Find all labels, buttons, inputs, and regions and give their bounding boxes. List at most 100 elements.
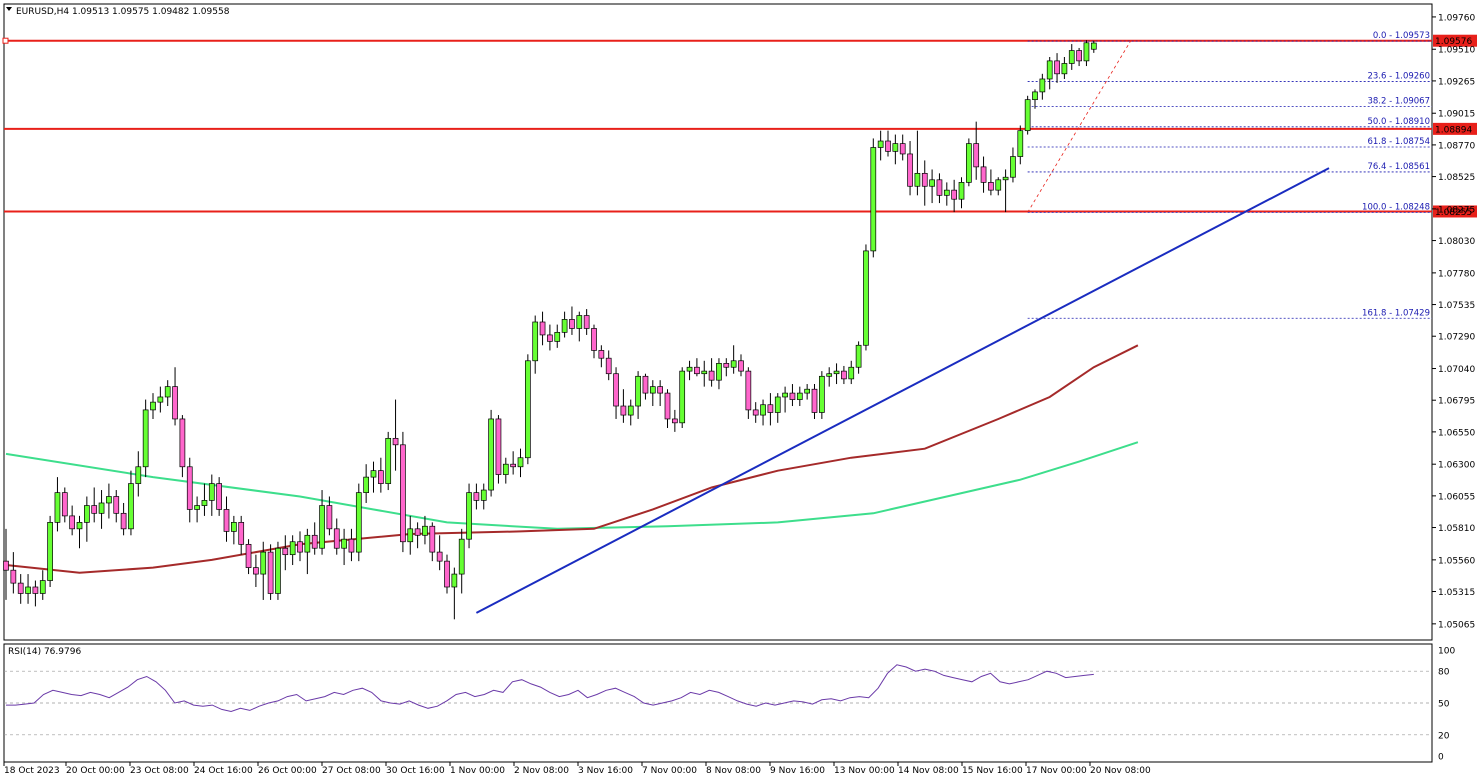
candle-body xyxy=(914,172,921,187)
candle xyxy=(32,580,39,607)
candle-body xyxy=(502,463,509,475)
candle xyxy=(679,367,686,428)
candle xyxy=(1032,89,1038,109)
candle xyxy=(885,130,891,157)
candle-body xyxy=(951,189,958,200)
candle-body xyxy=(297,541,303,553)
candle-body xyxy=(804,388,811,394)
candle-body xyxy=(627,405,634,416)
candle xyxy=(319,490,325,555)
level-price-tag xyxy=(1433,205,1477,218)
price-tick-label: 1.05810 xyxy=(1438,524,1475,534)
candle xyxy=(436,535,443,571)
time-tick-label: 3 Nov 16:00 xyxy=(578,766,633,776)
candle xyxy=(995,177,1002,196)
candle xyxy=(965,138,972,187)
candle xyxy=(1002,169,1009,213)
candle-body xyxy=(885,140,891,152)
candle-body xyxy=(863,250,869,346)
candle-body xyxy=(988,182,994,191)
candle-body xyxy=(1039,78,1046,93)
candle-body xyxy=(76,522,83,530)
candle-body xyxy=(194,505,200,510)
candle-body xyxy=(414,528,421,536)
candle xyxy=(267,544,274,600)
candle-body xyxy=(833,370,840,375)
candle-body xyxy=(304,534,311,553)
candle xyxy=(943,182,950,206)
candle xyxy=(201,483,208,516)
candle-body xyxy=(730,360,737,368)
candle-body xyxy=(47,522,53,581)
candle-body xyxy=(275,547,281,594)
time-tick-label: 18 Oct 2023 xyxy=(4,766,60,776)
candle xyxy=(260,541,267,600)
candle xyxy=(804,384,811,400)
candle-body xyxy=(91,505,98,514)
candle-body xyxy=(253,567,259,575)
price-tick-label: 1.05065 xyxy=(1438,620,1475,630)
candle-body xyxy=(83,505,90,523)
candle-body xyxy=(466,492,472,540)
candle xyxy=(1076,47,1082,67)
candle xyxy=(311,522,318,555)
candle xyxy=(3,528,9,600)
candle xyxy=(635,371,641,419)
candle xyxy=(973,121,980,180)
candle-body xyxy=(576,315,583,329)
horizontal-levels: 1.09576 1.08894 1.08255 xyxy=(2,34,1477,218)
level-price-tag xyxy=(1433,34,1477,47)
candle xyxy=(76,515,83,549)
candle xyxy=(833,363,840,385)
candle xyxy=(17,574,24,604)
candle-body xyxy=(319,505,325,549)
candle xyxy=(855,341,862,374)
candle-body xyxy=(39,580,46,594)
candle xyxy=(341,528,347,566)
candle xyxy=(194,496,200,523)
candle xyxy=(363,464,369,503)
candle-body xyxy=(69,515,76,530)
candle xyxy=(782,386,788,413)
candle-body xyxy=(363,476,369,493)
candle-body xyxy=(444,560,450,588)
candle xyxy=(760,399,766,426)
candle-body xyxy=(591,328,597,351)
candle xyxy=(458,528,465,594)
candle-body xyxy=(238,522,245,545)
candle xyxy=(569,306,575,335)
candle xyxy=(1010,147,1016,183)
candle xyxy=(988,169,994,196)
level-price-label: 1.09576 xyxy=(1435,37,1472,47)
candle-body xyxy=(738,360,744,372)
candle xyxy=(400,431,406,553)
candle-body xyxy=(333,528,340,549)
candle xyxy=(407,515,414,555)
candle xyxy=(378,457,384,493)
candle-body xyxy=(150,401,156,411)
candle xyxy=(216,477,222,516)
level-anchor-marker xyxy=(2,37,9,44)
price-tick-label: 1.08030 xyxy=(1438,237,1475,247)
candle-body xyxy=(164,386,171,398)
candle-body xyxy=(1046,60,1053,80)
candle xyxy=(1054,53,1060,83)
candle xyxy=(716,358,722,390)
level-price-label: 1.08255 xyxy=(1435,208,1472,218)
rsi-level-label: 50 xyxy=(1438,700,1450,710)
level-price-tag xyxy=(1433,122,1477,135)
candle xyxy=(348,528,355,562)
candle-body xyxy=(958,182,965,200)
candle xyxy=(1083,40,1090,67)
rsi-level-label: 0 xyxy=(1438,753,1444,763)
candle-body xyxy=(605,357,612,375)
candle-body xyxy=(341,538,347,549)
candle xyxy=(429,522,436,562)
rsi-line xyxy=(6,664,1094,713)
candle-body xyxy=(532,321,539,362)
candle-body xyxy=(671,418,678,424)
candle xyxy=(326,496,333,536)
candle-body xyxy=(995,179,1002,191)
candle xyxy=(91,487,98,523)
candle-body xyxy=(267,551,274,594)
